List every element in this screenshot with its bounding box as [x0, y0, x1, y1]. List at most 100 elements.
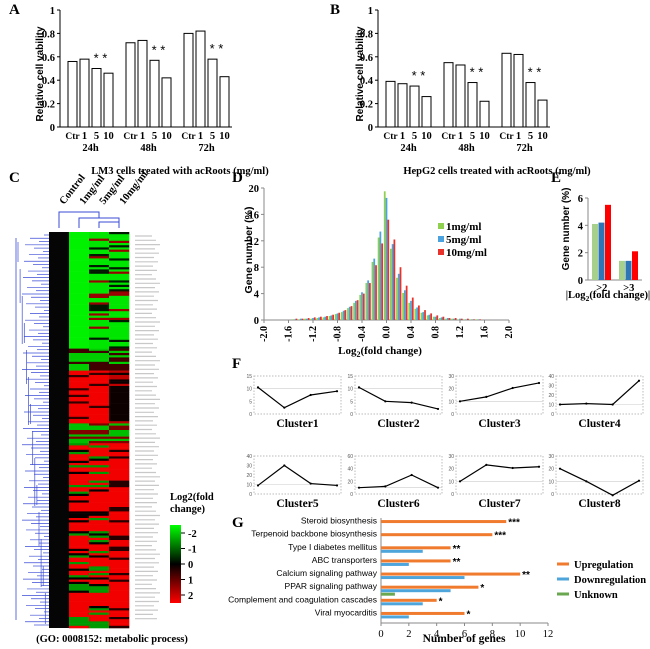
panel-e-bar [592, 223, 598, 280]
heatmap-cell [89, 617, 110, 620]
legend-title-line-1: Log2(fold [170, 492, 214, 503]
heatmap-cell [109, 478, 130, 481]
cluster-ytick-label: 5 [249, 399, 252, 405]
cluster-ytick-label: 10 [448, 399, 454, 405]
cluster-ytick-label: 10 [548, 403, 554, 409]
heatmap-cell [109, 467, 130, 470]
heatmap-cell [69, 489, 90, 492]
heatmap-cell [69, 342, 90, 345]
heatmap-cell [69, 498, 90, 501]
cluster-name: Cluster7 [478, 498, 520, 510]
heatmap-cell [69, 529, 90, 532]
bar-upregulation [381, 533, 493, 537]
heatmap-cell [109, 487, 130, 490]
heatmap-cell [69, 232, 90, 235]
heatmap-cell [69, 372, 90, 376]
panel-a-dose-label: 1 [82, 131, 87, 142]
heatmap-cell [89, 419, 110, 422]
heatmap-cell [109, 507, 130, 510]
heatmap-cell [89, 491, 110, 495]
panel-d-bar [324, 316, 327, 320]
panel-d-bar [416, 307, 419, 320]
heatmap-cell [109, 256, 130, 259]
heatmap-cell [69, 562, 90, 565]
heatmap-cell [89, 386, 110, 389]
heatmap-cell [69, 485, 90, 488]
panel-d-bar [320, 316, 322, 320]
heatmap-cell [109, 243, 130, 246]
panel-d-bar [379, 231, 382, 320]
heatmap-cell [89, 271, 110, 275]
panel-d-bar [338, 312, 341, 320]
heatmap-cell [109, 504, 130, 508]
panel-e-ytick-label: 2 [578, 249, 583, 260]
heatmap-cell [109, 300, 130, 303]
panel-d-bar [353, 302, 355, 320]
cluster-name: Cluster3 [478, 418, 520, 430]
heatmap-cell [89, 474, 110, 477]
heatmap-cell [69, 614, 90, 618]
heatmap-cell [109, 322, 130, 325]
panel-d-ytick-label: 12 [249, 237, 260, 248]
heatmap-cell [89, 320, 110, 323]
heatmap-cell [109, 496, 130, 499]
heatmap-cell [109, 331, 130, 334]
cluster-profile-point [335, 484, 339, 487]
heatmap-cell [69, 353, 90, 356]
heatmap-cell [69, 333, 90, 336]
heatmap-cell [89, 278, 110, 281]
heatmap-cell [69, 284, 90, 288]
cluster-profile-line [257, 464, 338, 487]
panel-a-ytick-label: 0.8 [42, 29, 55, 40]
panel-d-bar [328, 316, 331, 320]
heatmap-cell [69, 590, 90, 594]
heatmap-cell [109, 452, 130, 455]
heatmap-cell [109, 476, 130, 479]
heatmap-cell [69, 603, 90, 607]
cluster-ytick-label: 30 [246, 464, 252, 470]
panel-a-dose-label: 5 [210, 131, 215, 142]
panel-b-dose-label: 10 [421, 131, 432, 142]
panel-d-bar [307, 318, 310, 320]
panel-d-bar [438, 318, 441, 320]
heatmap-cell [69, 566, 90, 569]
panel-a-caption: LM3 cells treated with acRoots (mg/ml) [91, 166, 269, 177]
heatmap-cell [89, 291, 110, 294]
heatmap-cell [69, 368, 90, 371]
heatmap-cell [89, 377, 110, 380]
heatmap-cell [109, 379, 130, 382]
heatmap-cell [69, 287, 90, 290]
heatmap-cell [89, 557, 110, 561]
heatmap-cell [69, 280, 90, 283]
heatmap-cell [109, 247, 130, 250]
heatmap-cell [89, 232, 110, 235]
heatmap-cell [69, 522, 90, 525]
cluster-ytick-label: 60 [347, 454, 353, 460]
panel-a-bar [137, 39, 148, 128]
panel-d-ytick-label: 8 [254, 263, 259, 274]
panel-d-bar [445, 318, 447, 320]
heatmap-cell [89, 458, 110, 462]
heatmap-cell [89, 408, 110, 411]
panel-d-bar [432, 316, 435, 320]
panel-b-ytick-label: 0 [368, 123, 373, 134]
panel-b-dose-label: 10 [537, 131, 548, 142]
heatmap-cell [69, 621, 90, 624]
panel-d-bar [451, 318, 453, 320]
row-dendrogram [15, 234, 49, 626]
heatmap-cell [89, 267, 110, 270]
cluster-profile-line [459, 382, 540, 402]
heatmap-cell [69, 520, 90, 523]
legend-tick-label: -1 [188, 545, 197, 556]
heatmap-cell [89, 432, 110, 435]
heatmap-cell [69, 441, 90, 444]
heatmap-cell [109, 359, 130, 363]
panel-d-xtick-label: -1.2 [308, 326, 319, 342]
row-gene-labels [135, 235, 160, 620]
heatmap-cell [109, 258, 130, 261]
heatmap-cell [89, 344, 110, 347]
panel-e-ylabel: Gene number (%) [561, 188, 572, 271]
heatmap-cell [69, 403, 90, 407]
heatmap-cell [69, 324, 90, 327]
heatmap-cell [109, 309, 130, 312]
